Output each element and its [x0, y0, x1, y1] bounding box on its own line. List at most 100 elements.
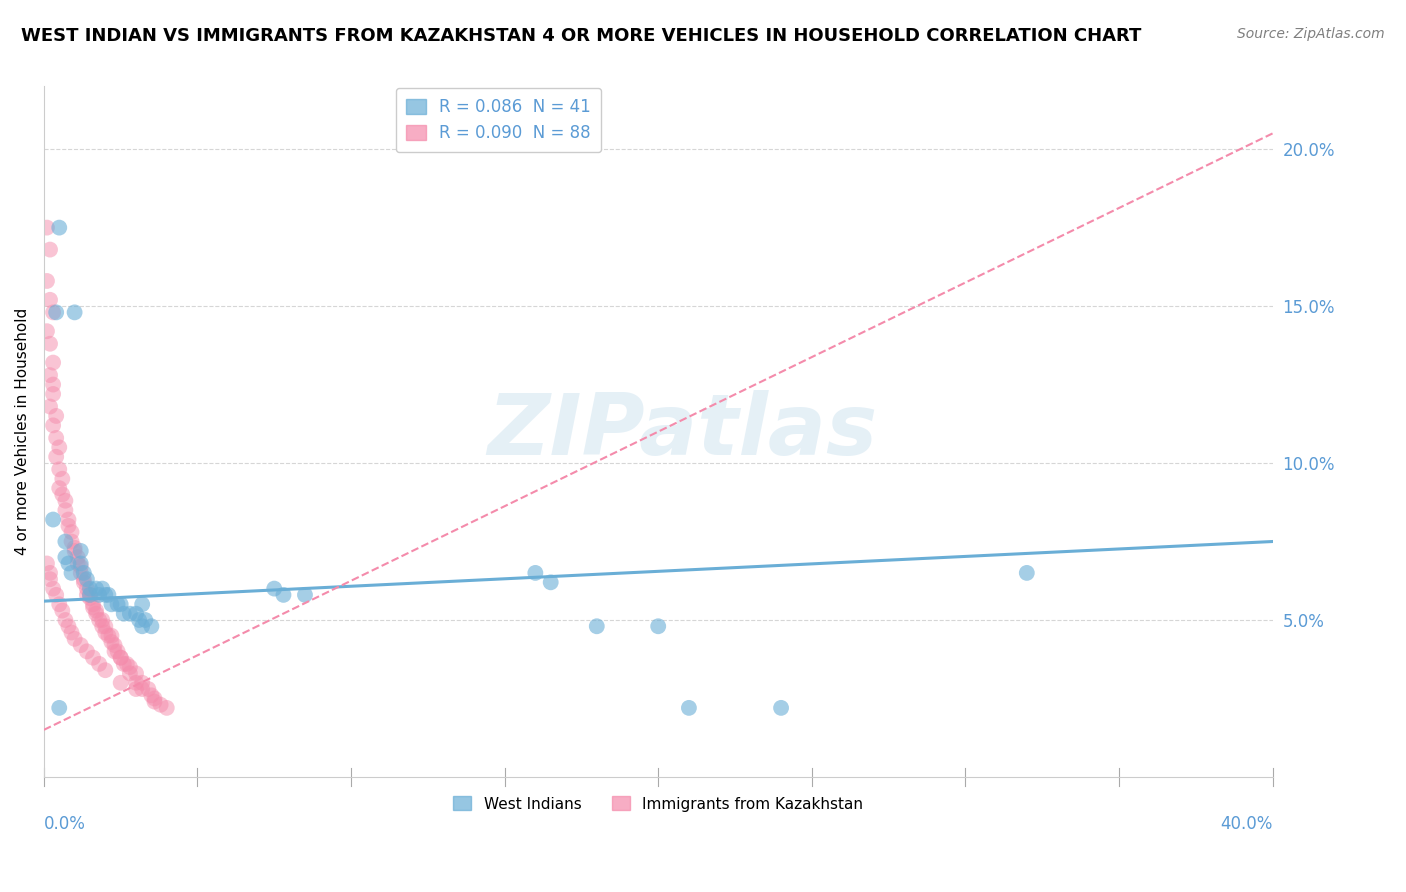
Point [51, 472, 73, 486]
Point [107, 644, 129, 658]
Point [39, 243, 62, 257]
Point [35, 324, 58, 338]
Point [66, 557, 89, 571]
Point [35, 557, 58, 571]
Point [1015, 566, 1038, 580]
Point [134, 613, 156, 627]
Point [60, 534, 83, 549]
Point [48, 701, 70, 715]
Point [585, 619, 607, 633]
Point [100, 635, 122, 649]
Point [69, 557, 91, 571]
Point [294, 588, 316, 602]
Point [76, 588, 98, 602]
Point [42, 387, 65, 401]
Point [118, 666, 141, 681]
Point [39, 368, 62, 383]
Point [110, 675, 132, 690]
Point [45, 409, 67, 423]
Point [125, 666, 148, 681]
Point [73, 566, 96, 580]
Point [69, 544, 91, 558]
Point [89, 613, 111, 627]
Point [39, 336, 62, 351]
Point [156, 701, 179, 715]
Point [42, 377, 65, 392]
Point [45, 431, 67, 445]
Point [39, 293, 62, 307]
Text: Source: ZipAtlas.com: Source: ZipAtlas.com [1237, 27, 1385, 41]
Point [125, 681, 148, 696]
Point [58, 512, 80, 526]
Point [48, 441, 70, 455]
Text: 40.0%: 40.0% [1220, 814, 1272, 832]
Text: 0.0%: 0.0% [44, 814, 86, 832]
Point [58, 619, 80, 633]
Point [82, 650, 104, 665]
Point [94, 588, 117, 602]
Point [540, 575, 562, 590]
Point [110, 650, 132, 665]
Point [143, 695, 166, 709]
Point [647, 619, 669, 633]
Point [63, 632, 86, 646]
Point [48, 462, 70, 476]
Point [263, 582, 285, 596]
Point [66, 550, 89, 565]
Point [42, 582, 65, 596]
Point [79, 588, 101, 602]
Point [110, 597, 132, 611]
Point [55, 550, 77, 565]
Point [84, 603, 107, 617]
Point [91, 619, 114, 633]
Point [79, 582, 101, 596]
Point [149, 698, 172, 712]
Point [112, 607, 135, 621]
Point [42, 355, 65, 369]
Point [112, 657, 135, 671]
Point [60, 566, 83, 580]
Point [39, 400, 62, 414]
Point [82, 597, 104, 611]
Point [48, 481, 70, 495]
Point [110, 650, 132, 665]
Point [63, 305, 86, 319]
Point [118, 660, 141, 674]
Point [107, 597, 129, 611]
Point [143, 691, 166, 706]
Point [76, 572, 98, 586]
Point [35, 220, 58, 235]
Point [55, 503, 77, 517]
Point [100, 597, 122, 611]
Point [131, 681, 153, 696]
Point [125, 675, 148, 690]
Point [91, 582, 114, 596]
Point [115, 657, 138, 671]
Point [45, 450, 67, 464]
Point [273, 588, 295, 602]
Point [131, 675, 153, 690]
Point [51, 603, 73, 617]
Point [76, 582, 98, 596]
Point [770, 701, 793, 715]
Point [524, 566, 547, 580]
Point [94, 663, 117, 677]
Legend: West Indians, Immigrants from Kazakhstan: West Indians, Immigrants from Kazakhstan [447, 790, 869, 818]
Point [103, 638, 125, 652]
Point [678, 701, 700, 715]
Y-axis label: 4 or more Vehicles in Household: 4 or more Vehicles in Household [15, 308, 30, 556]
Point [103, 644, 125, 658]
Point [84, 607, 107, 621]
Point [48, 597, 70, 611]
Point [39, 566, 62, 580]
Point [82, 600, 104, 615]
Point [73, 575, 96, 590]
Point [48, 220, 70, 235]
Point [45, 588, 67, 602]
Point [55, 534, 77, 549]
Point [42, 512, 65, 526]
Point [79, 588, 101, 602]
Point [55, 613, 77, 627]
Point [69, 638, 91, 652]
Point [60, 625, 83, 640]
